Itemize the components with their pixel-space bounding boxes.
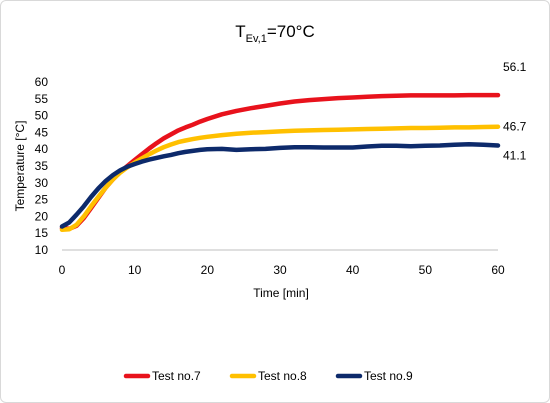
y-tick-label: 60	[35, 75, 49, 89]
legend-label: Test no.8	[258, 369, 307, 383]
x-tick-label: 50	[419, 263, 433, 277]
y-tick-label: 30	[35, 176, 49, 190]
y-tick-label: 15	[35, 226, 49, 240]
y-tick-label: 50	[35, 109, 49, 123]
chart-title-rest: =70°C	[267, 22, 315, 41]
series-line-test-no-9	[59, 141, 501, 229]
x-tick-label: 60	[491, 263, 505, 277]
series-line-test-no-8	[59, 124, 501, 233]
axes: 0 10 20 30 40 50 60 10 15 20 25 30 35 40 45 50 55 60	[35, 75, 505, 277]
chart-title-main: T	[235, 22, 245, 41]
y-tick-label: 25	[35, 193, 49, 207]
end-value-label: 56.1	[503, 60, 527, 74]
series-line-test-no-7	[59, 92, 501, 232]
y-tick-label: 20	[35, 209, 49, 223]
series-layer	[59, 92, 501, 233]
y-tick-label: 45	[35, 125, 49, 139]
x-tick-label: 10	[128, 263, 142, 277]
x-tick-label: 30	[273, 263, 287, 277]
legend-label: Test no.9	[364, 369, 413, 383]
y-tick-label: 35	[35, 159, 49, 173]
y-tick-label: 40	[35, 142, 49, 156]
end-value-label: 46.7	[503, 120, 527, 134]
legend: Test no.7 Test no.8 Test no.9	[123, 369, 413, 383]
x-tick-label: 20	[201, 263, 215, 277]
y-tick-label: 55	[35, 92, 49, 106]
x-tick-label: 0	[59, 263, 66, 277]
x-axis-label: Time [min]	[253, 286, 309, 300]
x-tick-label: 40	[346, 263, 360, 277]
y-tick-label: 10	[35, 243, 49, 257]
y-axis-label: Temperature [°C]	[13, 121, 27, 212]
chart-title: TEv,1=70°C	[235, 22, 315, 45]
end-value-label: 41.1	[503, 149, 527, 163]
chart-title-subscript: Ev,1	[246, 33, 267, 45]
end-labels: 56.1 46.7 41.1	[503, 60, 527, 162]
legend-label: Test no.7	[152, 369, 201, 383]
